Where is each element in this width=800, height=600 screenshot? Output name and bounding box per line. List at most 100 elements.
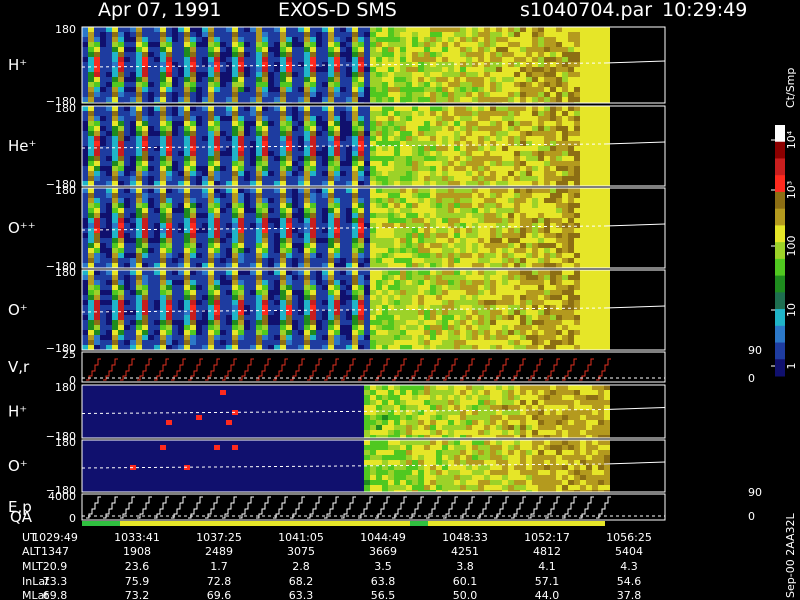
spectrogram-cell — [532, 111, 538, 116]
spectrogram-cell — [328, 325, 334, 330]
spectrogram-cell — [586, 72, 592, 77]
spectrogram-cell — [208, 116, 214, 121]
spectrogram-cell — [514, 57, 520, 62]
spectrogram-cell — [190, 203, 196, 208]
spectrogram-cell — [160, 141, 166, 146]
spectrogram-cell — [214, 228, 220, 233]
spectrogram-cell — [550, 72, 556, 77]
spectrogram-cell — [358, 243, 364, 248]
spectrogram-cell — [286, 131, 292, 136]
spectrogram-cell — [226, 27, 232, 32]
spectrogram-cell — [550, 156, 556, 161]
spectrogram-cell — [322, 223, 328, 228]
spectrogram-cell — [286, 52, 292, 57]
spectrogram-cell — [556, 233, 562, 238]
spectrogram-cell — [526, 97, 532, 102]
spectrogram-cell — [436, 248, 442, 253]
spectrogram-cell — [262, 285, 268, 290]
spectrogram-cell — [130, 116, 136, 121]
spectrogram-cell — [316, 203, 322, 208]
spectrogram-cell — [322, 310, 328, 315]
spectrogram-cell — [142, 161, 148, 166]
spectrogram-cell — [160, 208, 166, 213]
spectrogram-cell — [304, 270, 310, 275]
spectrogram-cell — [94, 121, 100, 126]
spectrogram-cell — [406, 198, 412, 203]
spectrogram-cell — [376, 116, 382, 121]
spectrogram-cell — [124, 72, 130, 77]
spectrogram-cell — [94, 97, 100, 102]
spectrogram-cell — [136, 248, 142, 253]
spectrogram-cell — [298, 32, 304, 37]
spectrogram-cell — [292, 67, 298, 72]
spectrogram-cell — [520, 141, 526, 146]
spectrogram-cell — [166, 193, 172, 198]
spectrogram-cell — [580, 82, 586, 87]
spectrogram-cell — [460, 87, 466, 92]
spectrogram-cell — [106, 176, 112, 181]
spectrogram-cell — [544, 27, 550, 32]
spectrogram-cell — [574, 188, 580, 193]
spectrogram-cell — [178, 300, 184, 305]
spectrogram-cell — [166, 57, 172, 62]
spectrogram-cell — [430, 111, 436, 116]
spectrogram-cell — [394, 67, 400, 72]
spectrogram-cell — [346, 280, 352, 285]
spectrogram-cell — [352, 126, 358, 131]
spectrogram-cell — [508, 156, 514, 161]
spectrogram-cell — [196, 285, 202, 290]
spectrogram-cell — [352, 300, 358, 305]
spectrogram-cell — [346, 263, 352, 268]
spectrogram-cell — [292, 146, 298, 151]
spectrogram-cell — [82, 121, 88, 126]
spectrogram-cell — [238, 77, 244, 82]
spectrogram-cell — [286, 176, 292, 181]
spectrogram-cell — [262, 238, 268, 243]
spectrogram-cell — [184, 290, 190, 295]
spectrogram-cell — [130, 72, 136, 77]
spectrogram-cell — [424, 198, 430, 203]
spectrogram-cell — [82, 228, 88, 233]
spectrogram-cell — [484, 126, 490, 131]
spectrogram-cell — [286, 300, 292, 305]
spectrogram-cell — [202, 62, 208, 67]
spectrogram-cell — [106, 300, 112, 305]
spectrogram-cell — [220, 275, 226, 280]
spectrogram-cell — [538, 238, 544, 243]
spectrogram-cell — [94, 57, 100, 62]
spectrogram-cell — [436, 126, 442, 131]
spectrogram-cell — [226, 62, 232, 67]
spectrogram-cell — [526, 176, 532, 181]
spectrogram-cell — [82, 248, 88, 253]
spectrogram-cell — [304, 32, 310, 37]
spectrogram-cell — [598, 213, 604, 218]
spectrogram-cell — [334, 47, 340, 52]
spectrogram-cell — [172, 87, 178, 92]
spectrogram-cell — [250, 62, 256, 67]
spectrogram-cell — [88, 131, 94, 136]
spectrogram-cell — [268, 290, 274, 295]
spectrogram-cell — [526, 156, 532, 161]
spectrogram-cell — [226, 176, 232, 181]
spectrogram-cell — [232, 111, 238, 116]
spectrogram-cell — [274, 32, 280, 37]
spectrogram-cell — [484, 92, 490, 97]
spectrogram-cell — [562, 228, 568, 233]
spectrogram-cell — [532, 171, 538, 176]
spectrogram-cell — [502, 52, 508, 57]
spectrogram-cell — [382, 181, 388, 186]
spectrogram-cell — [388, 176, 394, 181]
spectrogram-cell — [478, 146, 484, 151]
spectrogram-cell — [580, 47, 586, 52]
spectrogram-cell — [598, 198, 604, 203]
spectrogram-cell — [202, 77, 208, 82]
spectrogram-cell — [502, 37, 508, 42]
spectrogram-cell — [88, 136, 94, 141]
spectrogram-cell — [382, 213, 388, 218]
spectrogram-cell — [394, 193, 400, 198]
spectrogram-cell — [238, 82, 244, 87]
spectrogram-cell — [556, 92, 562, 97]
spectrogram-cell — [532, 106, 538, 111]
spectrogram-cell — [130, 290, 136, 295]
spectrogram-cell — [190, 121, 196, 126]
